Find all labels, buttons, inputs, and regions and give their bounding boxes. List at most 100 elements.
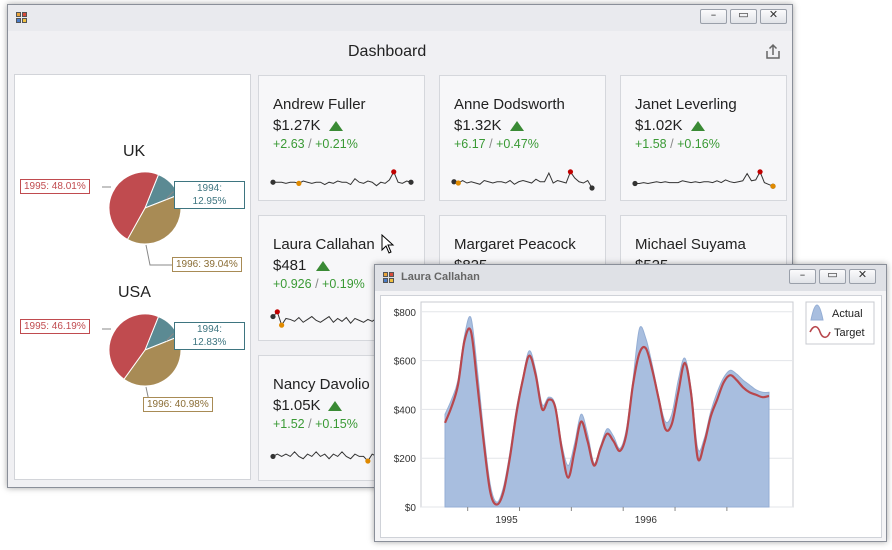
sparkline-start-point <box>270 313 276 320</box>
sparkline-start-point <box>270 179 276 185</box>
maximize-icon: ▭ <box>738 8 749 21</box>
pie-panel: UK 1995: 48.01% 1994: 12.95% 1996: 39.04… <box>14 74 251 480</box>
y-tick-label: $800 <box>394 308 417 319</box>
up-arrow-icon <box>328 401 342 411</box>
sparkline-min-point <box>296 180 302 186</box>
close-icon: ✕ <box>768 8 779 21</box>
card-janet-leverling[interactable]: Janet Leverling $1.02K +1.58 / +0.16% <box>620 75 787 201</box>
card-delta-pct: +0.15% <box>315 417 358 431</box>
app-icon <box>383 272 395 284</box>
card-name: Anne Dodsworth <box>454 96 565 113</box>
detail-window: Laura Callahan – ▭ ✕ $0 $200 $400 $600 $800 1… <box>374 264 887 542</box>
sparkline-end-point <box>589 185 595 191</box>
card-delta-separator: / <box>311 277 323 291</box>
card-name: Michael Suyama <box>635 236 746 253</box>
pie-title-usa: USA <box>118 284 151 301</box>
sparkline-max-point <box>274 309 280 315</box>
detail-window-title: Laura Callahan <box>401 271 480 283</box>
card-delta: +1.58 / +0.16% <box>635 137 720 151</box>
card-delta-abs: +1.58 <box>635 137 667 151</box>
sparkline-min-point <box>279 322 285 328</box>
minimize-button[interactable]: – <box>789 268 816 284</box>
card-value: $1.32K <box>454 117 502 134</box>
sparkline-start-point <box>451 179 457 185</box>
dashboard-window: – ▭ ✕ Dashboard UK 1995: 48.01% 1994: 12… <box>7 4 793 488</box>
card-delta-pct: +0.16% <box>677 137 720 151</box>
card-delta: +0.926 / +0.19% <box>273 277 365 291</box>
up-arrow-icon <box>329 121 343 131</box>
card-delta-abs: +0.926 <box>273 277 312 291</box>
sparkline-start-point <box>632 180 638 187</box>
pie-uk-label-1995: 1995: 48.01% <box>20 179 90 194</box>
pie-uk-label-1996: 1996: 39.04% <box>172 257 242 272</box>
y-tick-label: $600 <box>394 357 417 368</box>
sparkline <box>451 169 595 191</box>
card-delta-pct: +0.19% <box>322 277 365 291</box>
sparkline-path <box>635 170 774 187</box>
card-delta-separator: / <box>304 137 316 151</box>
sparkline-min-point <box>770 183 776 189</box>
card-delta-separator: / <box>304 417 316 431</box>
maximize-icon: ▭ <box>827 268 838 281</box>
pie-usa-label-1995: 1995: 46.19% <box>20 319 90 334</box>
minimize-icon: – <box>799 268 806 281</box>
card-value: $1.02K <box>635 117 683 134</box>
pie-slice-1995[interactable] <box>108 313 160 380</box>
x-tick-label: 1995 <box>495 515 518 526</box>
card-delta-pct: +0.21% <box>315 137 358 151</box>
card-delta: +6.17 / +0.47% <box>454 137 539 151</box>
chart-legend: Actual Target <box>805 301 875 345</box>
legend-target-swatch <box>809 325 831 339</box>
card-delta-separator: / <box>666 137 678 151</box>
sparkline-min-point <box>455 180 461 186</box>
sparkline <box>632 169 776 189</box>
card-delta: +1.52 / +0.15% <box>273 417 358 431</box>
card-delta: +2.63 / +0.21% <box>273 137 358 151</box>
card-laura-callahan[interactable]: Laura Callahan $481 +0.926 / +0.19% <box>258 215 425 341</box>
card-delta-abs: +1.52 <box>273 417 305 431</box>
close-button[interactable]: ✕ <box>849 268 876 284</box>
card-name: Laura Callahan <box>273 236 375 253</box>
chart-container: $0 $200 $400 $600 $800 1995 1996 Actual Target <box>380 295 882 538</box>
sparkline-max-point <box>757 169 763 175</box>
card-name: Andrew Fuller <box>273 96 366 113</box>
dashboard-titlebar: – ▭ ✕ <box>8 5 792 31</box>
pie-title-uk: UK <box>123 143 146 160</box>
mouse-cursor-icon <box>381 234 395 254</box>
pie-usa-label-1994-line1: 1994: <box>196 324 223 335</box>
card-andrew-fuller[interactable]: Andrew Fuller $1.27K +2.63 / +0.21% <box>258 75 425 201</box>
export-icon[interactable] <box>764 43 782 61</box>
legend-target-label: Target <box>834 327 865 339</box>
up-arrow-icon <box>316 261 330 271</box>
sparkline-min-point <box>365 458 371 464</box>
maximize-button[interactable]: ▭ <box>730 8 757 24</box>
pie-uk-label-1994: 1994: 12.95% <box>174 181 245 209</box>
card-anne-dodsworth[interactable]: Anne Dodsworth $1.32K +6.17 / +0.47% <box>439 75 606 201</box>
close-button[interactable]: ✕ <box>760 8 787 24</box>
card-value: $481 <box>273 257 307 274</box>
pie-chart-uk <box>102 171 182 407</box>
pie-slice-1995[interactable] <box>108 171 160 241</box>
x-tick-label: 1996 <box>635 515 658 526</box>
card-delta-abs: +6.17 <box>454 137 486 151</box>
y-tick-label: $0 <box>405 503 417 514</box>
card-delta-separator: / <box>485 137 497 151</box>
maximize-button[interactable]: ▭ <box>819 268 846 284</box>
sparkline-start-point <box>270 453 276 460</box>
card-value: $1.05K <box>273 397 321 414</box>
app-icon <box>16 12 28 24</box>
sparkline-end-point <box>408 179 414 185</box>
legend-actual-label: Actual <box>832 308 863 320</box>
pie-uk-label-1994-line2: 12.95% <box>192 196 227 207</box>
card-name: Janet Leverling <box>635 96 737 113</box>
up-arrow-icon <box>691 121 705 131</box>
card-delta-abs: +2.63 <box>273 137 305 151</box>
card-name: Nancy Davolio <box>273 376 370 393</box>
close-icon: ✕ <box>857 268 868 281</box>
sparkline-path <box>453 170 593 189</box>
pie-usa-label-1996: 1996: 40.98% <box>143 397 213 412</box>
minimize-button[interactable]: – <box>700 8 727 24</box>
series-target-line[interactable] <box>443 327 770 506</box>
card-name: Margaret Peacock <box>454 236 576 253</box>
sparkline-path <box>273 170 412 187</box>
